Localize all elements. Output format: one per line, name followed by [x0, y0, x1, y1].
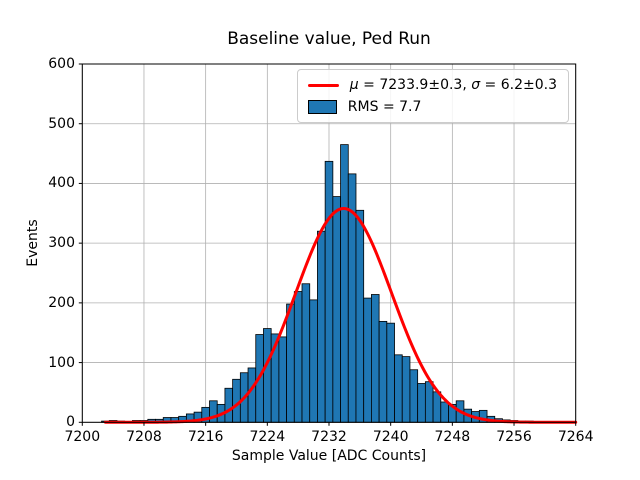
histogram-bars [101, 144, 565, 423]
x-tick-label: 7208 [126, 429, 162, 445]
chart-title: Baseline value, Ped Run [227, 29, 431, 49]
histogram-bar [247, 367, 257, 423]
histogram-bar [293, 291, 303, 423]
histogram-bar [394, 354, 403, 423]
x-tick-label: 7232 [311, 429, 347, 445]
tick-marks [78, 63, 577, 426]
fit-legend-label: μ = 7233.9±0.3, σ = 6.2±0.3 [349, 77, 557, 93]
histogram-bar [417, 383, 426, 423]
histogram-bar [286, 303, 295, 423]
x-tick-label: 7240 [372, 429, 409, 445]
y-tick-label: 100 [48, 354, 75, 371]
x-tick-label: 7224 [249, 429, 286, 445]
gaussian-fit-curve [103, 207, 578, 424]
histogram-bar [340, 144, 349, 423]
histogram-bar [324, 160, 334, 423]
histogram-patch-swatch [307, 100, 337, 114]
histogram-bar [301, 283, 311, 423]
histogram-bar [317, 230, 326, 423]
histogram-bar [409, 369, 419, 423]
histogram-bar [432, 391, 442, 423]
fit-line-swatch [307, 83, 339, 87]
histogram-bar [424, 381, 434, 423]
histogram-bar [355, 209, 365, 423]
y-tick-label: 500 [48, 115, 75, 132]
y-tick-label: 400 [48, 175, 75, 192]
histogram-bar [332, 196, 341, 423]
histogram-bar [440, 401, 449, 423]
histogram-bar [224, 387, 234, 423]
histogram-bar [386, 322, 395, 423]
y-tick-label: 300 [48, 235, 75, 252]
x-tick-label: 7256 [496, 429, 532, 445]
histogram-bar [263, 328, 272, 423]
legend: μ = 7233.9±0.3, σ = 6.2±0.3 RMS = 7.7 [296, 69, 569, 123]
histogram-bar [378, 320, 388, 423]
x-tick-label: 7200 [64, 429, 101, 445]
x-axis-label: Sample Value [ADC Counts] [231, 448, 427, 464]
y-tick-label: 600 [48, 56, 75, 72]
x-tick-label: 7248 [434, 429, 471, 445]
histogram-bar [401, 356, 411, 423]
histogram-bar [363, 297, 372, 423]
x-tick-label: 7264 [557, 429, 594, 445]
rms-legend-label: RMS = 7.7 [347, 99, 422, 115]
histogram-bar [371, 294, 380, 423]
histogram-bar [309, 299, 318, 423]
legend-entry-fit: μ = 7233.9±0.3, σ = 6.2±0.3 [307, 77, 557, 93]
x-tick-label: 7216 [187, 429, 224, 445]
histogram-bar [278, 336, 287, 423]
legend-entry-hist: RMS = 7.7 [307, 99, 557, 115]
y-tick-label: 0 [66, 414, 75, 431]
y-tick-label: 200 [48, 294, 75, 311]
